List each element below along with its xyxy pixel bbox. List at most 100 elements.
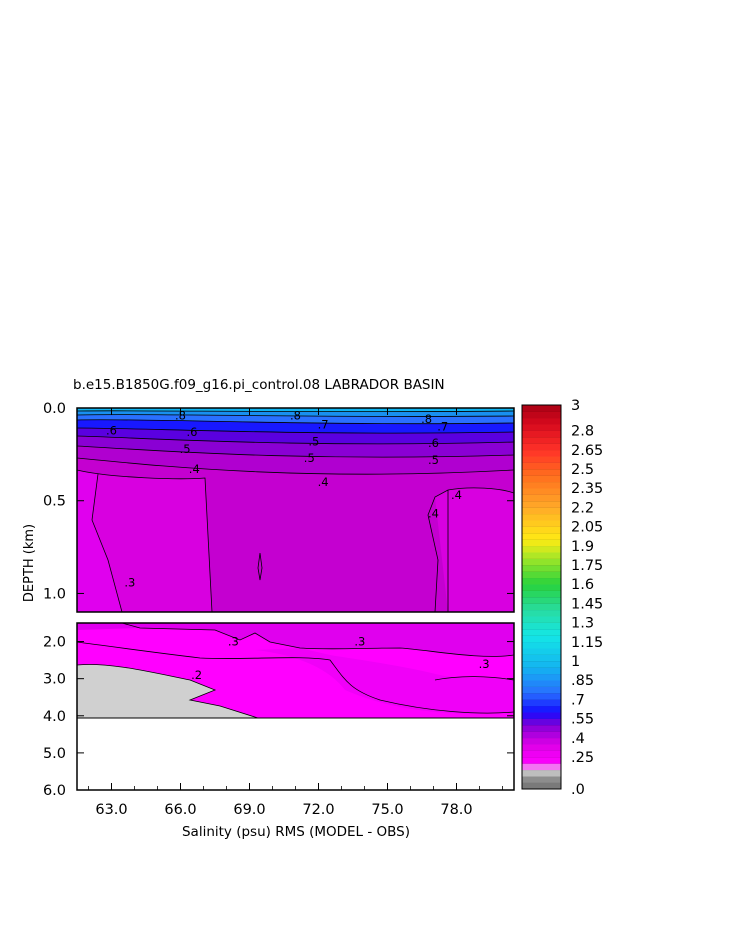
lower-panel: .3 .3 .3 .2 — [77, 623, 514, 790]
colorbar-segment — [522, 539, 561, 547]
contour-line — [77, 419, 514, 425]
colorbar-segment — [522, 609, 561, 617]
colorbar-segment — [522, 737, 561, 745]
colorbar-label: .85 — [571, 673, 594, 689]
colorbar-segment — [522, 763, 561, 771]
colorbar-segment — [522, 693, 561, 700]
colorbar-segment — [522, 705, 561, 713]
colorbar-segment — [522, 437, 561, 444]
colorbar-label: 1.6 — [571, 577, 594, 593]
colorbar-segment — [522, 552, 561, 559]
colorbar-segment — [522, 776, 561, 783]
contour-label: .5 — [308, 434, 319, 448]
contour-line — [77, 410, 514, 413]
contour-label: .7 — [437, 420, 448, 434]
colorbar-segment — [522, 712, 561, 719]
contour-label: .3 — [354, 635, 365, 649]
colorbar-segment — [522, 481, 561, 489]
contour-label: .8 — [421, 412, 432, 426]
contour-label: .8 — [175, 408, 186, 422]
x-tick-label: 75.0 — [371, 802, 403, 818]
upper-panel: .8.8.7.8.7.6.6.5.6.5.5.5.4.4.4.4.3 — [77, 408, 514, 612]
contour-line — [77, 445, 514, 458]
colorbar-label: .4 — [571, 731, 585, 747]
colorbar-label: 1.9 — [571, 539, 594, 555]
y-tick-label: 0.0 — [43, 401, 66, 417]
colorbar-label: 2.65 — [571, 443, 603, 459]
colorbar-segment — [522, 526, 561, 534]
contour-line — [77, 457, 514, 475]
colorbar-label: 1.75 — [571, 558, 603, 574]
contour-line — [77, 469, 213, 612]
x-tick-label: 69.0 — [233, 802, 265, 818]
y-tick-label: 6.0 — [43, 783, 66, 799]
contour-label: .7 — [318, 418, 329, 432]
colorbar-label: 3 — [571, 398, 580, 414]
y-tick-label: 1.0 — [43, 586, 66, 602]
colorbar-segment — [522, 424, 561, 431]
colorbar-segment — [522, 501, 561, 508]
colorbar-segment — [522, 417, 561, 425]
contour-label: .4 — [189, 462, 200, 476]
colorbar-segment — [522, 590, 561, 598]
contour-label: .5 — [180, 442, 191, 456]
x-tick-label: 78.0 — [440, 802, 472, 818]
y-tick-label: 2.0 — [43, 635, 66, 651]
colorbar-label: 1.15 — [571, 635, 603, 651]
y-axis: 0.0 0.5 1.0 2.0 3.0 4.0 5.0 6.0 — [43, 401, 514, 799]
colorbar-segment — [522, 507, 561, 515]
colorbar-label: 2.2 — [571, 500, 594, 516]
upper-frame — [76, 407, 515, 613]
colorbar-label: .55 — [571, 712, 594, 728]
contour-line — [257, 552, 263, 581]
colorbar-segment — [522, 641, 561, 649]
x-axis-label: Salinity (psu) RMS (MODEL - OBS) — [182, 824, 410, 840]
lower-contour-lines — [77, 623, 514, 719]
band-left-edge — [77, 470, 122, 612]
contour-line — [77, 435, 514, 445]
colorbar-segment — [522, 667, 561, 675]
colorbar-segment — [522, 488, 561, 495]
colorbar-segment — [522, 558, 561, 566]
colorbar-segment — [522, 654, 561, 662]
colorbar-segment — [522, 603, 561, 611]
upper-contour-labels: .8.8.7.8.7.6.6.5.6.5.5.5.4.4.4.4.3 — [106, 408, 462, 589]
contour-line — [77, 414, 514, 417]
colorbar-segment — [522, 577, 561, 585]
x-tick-label: 63.0 — [95, 802, 127, 818]
colorbar-segment — [522, 757, 561, 764]
contour-label: .6 — [187, 425, 198, 439]
colorbar-segment — [522, 782, 561, 790]
colorbar-segment — [522, 661, 561, 668]
colorbar-segment — [522, 462, 561, 470]
contour-label: .6 — [428, 436, 439, 450]
colorbar-segment — [522, 699, 561, 707]
colorbar-segment — [522, 449, 561, 457]
colorbar-segment — [522, 584, 561, 591]
colorbar-segment — [522, 680, 561, 687]
lower-contour-labels: .3 .3 .3 .2 — [191, 635, 489, 682]
colorbar-segment — [522, 750, 561, 758]
colorbar — [521, 404, 562, 790]
colorbar-segment — [522, 513, 561, 521]
colorbar-segment — [522, 744, 561, 751]
colorbar-segment — [522, 597, 561, 604]
contour-label: .3 — [228, 635, 239, 649]
colorbar-segment — [522, 545, 561, 553]
colorbar-label: 1 — [571, 654, 580, 670]
colorbar-segment — [522, 648, 561, 655]
colorbar-label: .25 — [571, 750, 594, 766]
colorbar-segment — [522, 469, 561, 476]
colorbar-label: 2.5 — [571, 462, 594, 478]
contour-label: .2 — [191, 668, 202, 682]
colorbar-segment — [522, 520, 561, 527]
contour-line — [77, 427, 514, 434]
colorbar-segment — [522, 405, 561, 412]
contour-label: .4 — [428, 507, 439, 521]
colorbar-segment — [522, 616, 561, 623]
colorbar-segment — [522, 475, 561, 483]
contour-label: .8 — [290, 408, 301, 422]
y-tick-label: 0.5 — [43, 494, 66, 510]
colorbar-segment — [522, 731, 561, 739]
